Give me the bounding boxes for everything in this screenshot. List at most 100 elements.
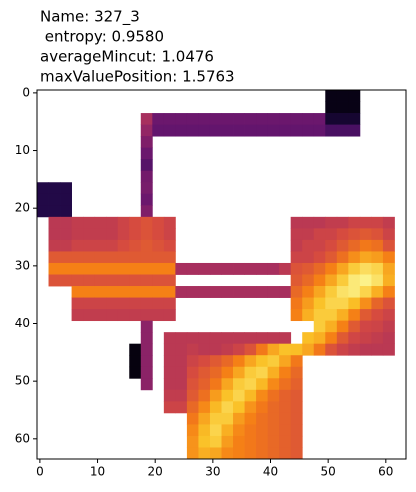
heat-cell	[233, 124, 245, 137]
heat-cell	[48, 193, 61, 206]
y-tick-label: 30	[15, 258, 30, 272]
heat-cell	[71, 239, 84, 252]
heat-cell	[94, 297, 107, 310]
heat-cell	[256, 343, 269, 356]
heat-cell	[325, 239, 338, 252]
heat-cell	[359, 343, 372, 356]
heat-cell	[106, 286, 119, 298]
heat-cell	[163, 239, 176, 252]
heat-cell	[152, 297, 165, 310]
heat-cell	[163, 251, 176, 264]
heat-cell	[279, 401, 292, 414]
heat-cell	[279, 262, 292, 275]
heat-cell	[348, 297, 361, 310]
heat-cell	[117, 286, 130, 298]
heat-cell	[348, 286, 361, 298]
heat-cell	[186, 366, 199, 379]
heat-cell	[198, 286, 211, 298]
heat-cell	[336, 286, 349, 298]
heat-cell	[302, 113, 315, 125]
heat-cell	[336, 101, 349, 114]
heat-cell	[267, 124, 280, 137]
heat-cell	[60, 239, 72, 252]
heat-cell	[83, 262, 96, 275]
heat-cell	[325, 113, 338, 125]
heat-cell	[382, 286, 395, 298]
heat-cell	[279, 412, 292, 425]
heat-cell	[302, 262, 315, 275]
heat-cell	[325, 274, 338, 287]
heat-cell	[83, 309, 96, 322]
heat-cell	[175, 343, 188, 356]
heat-cell	[129, 309, 142, 322]
heat-cell	[371, 228, 384, 241]
heat-cell	[336, 251, 349, 264]
heat-cell	[290, 262, 303, 275]
heat-cell	[233, 366, 245, 379]
heat-cell	[279, 378, 292, 391]
axes-frame	[36, 89, 407, 460]
heat-cell	[163, 378, 176, 391]
heat-cell	[163, 309, 176, 322]
heat-cell	[117, 262, 130, 275]
heat-cell	[106, 239, 119, 252]
heat-cell	[106, 216, 119, 229]
heat-cell	[279, 435, 292, 448]
x-tick-label: 20	[148, 465, 163, 479]
heat-cell	[348, 262, 361, 275]
heat-cell	[140, 332, 153, 345]
heat-cell	[152, 309, 165, 322]
heat-cell	[94, 309, 107, 322]
heat-cell	[290, 366, 303, 379]
heat-cell	[71, 309, 84, 322]
heat-cell	[336, 274, 349, 287]
heat-cell	[256, 435, 269, 448]
title-line: Name: 327_3	[40, 8, 140, 27]
heat-cell	[348, 251, 361, 264]
heat-cell	[233, 343, 245, 356]
heat-cell	[198, 389, 211, 402]
heat-cell	[256, 447, 269, 460]
heat-cell	[313, 124, 326, 137]
heat-cell	[313, 332, 326, 345]
heat-cell	[279, 447, 292, 460]
heat-cell	[152, 124, 165, 137]
heat-cell	[129, 262, 142, 275]
heat-cell	[163, 286, 176, 298]
heat-cell	[163, 262, 176, 275]
heat-cell	[256, 378, 269, 391]
heat-cell	[186, 412, 199, 425]
heat-cell	[359, 251, 372, 264]
heat-cell	[233, 401, 245, 414]
heat-cell	[313, 262, 326, 275]
heat-cell	[290, 239, 303, 252]
heat-cell	[83, 297, 96, 310]
heat-cell	[198, 435, 211, 448]
heat-cell	[117, 309, 130, 322]
heat-cell	[244, 435, 257, 448]
heat-cell	[60, 193, 72, 206]
heat-cell	[186, 401, 199, 414]
heat-cell	[279, 286, 292, 298]
heat-cell	[198, 355, 211, 368]
heat-cell	[336, 90, 349, 102]
heat-cell	[117, 274, 130, 287]
heat-cell	[256, 286, 269, 298]
heat-cell	[244, 262, 257, 275]
heat-cell	[152, 274, 165, 287]
heat-cell	[233, 262, 245, 275]
heat-cell	[256, 401, 269, 414]
heat-cell	[186, 124, 199, 137]
heat-cell	[336, 262, 349, 275]
heat-cell	[359, 297, 372, 310]
heat-cell	[325, 216, 338, 229]
heat-cell	[140, 320, 153, 333]
heat-cell	[60, 274, 72, 287]
heat-cell	[152, 216, 165, 229]
y-tick-label: 0	[22, 85, 30, 99]
heat-cell	[106, 274, 119, 287]
heat-cell	[359, 216, 372, 229]
heat-cell	[117, 239, 130, 252]
heat-cell	[83, 274, 96, 287]
heat-cell	[382, 343, 395, 356]
